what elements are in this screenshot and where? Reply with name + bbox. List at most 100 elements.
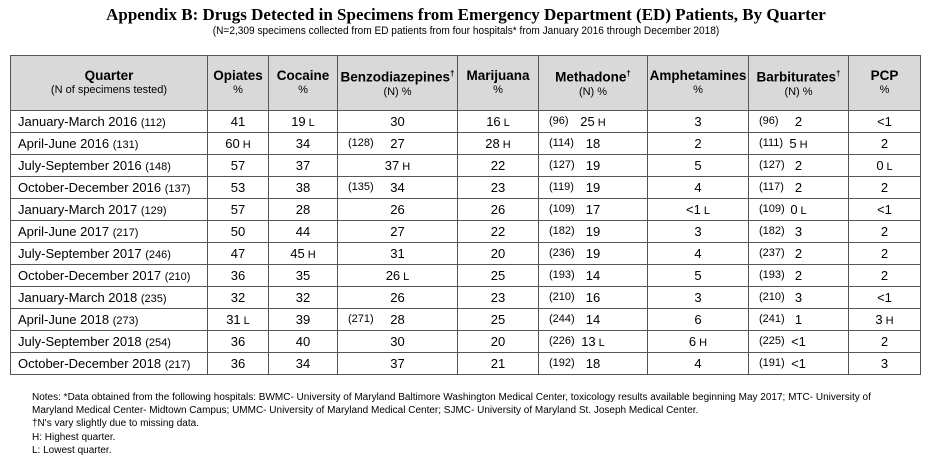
value-cell: 16 L [457, 110, 539, 133]
percent-value: 1 [794, 312, 803, 327]
specimen-count: (246) [145, 249, 171, 261]
column-header: Quarter (N of specimens tested) [10, 55, 208, 111]
column-header: Benzodiazepines† (N) % [337, 55, 458, 111]
value-cell: 22 [457, 220, 539, 243]
value-cell: 20 [457, 242, 539, 265]
percent-value: 23 [490, 180, 506, 195]
value-cell: 3 [647, 110, 749, 133]
percent-value: 18 [585, 136, 601, 151]
n-count: (241) [759, 313, 785, 325]
lowest-flag: L [308, 117, 315, 129]
quarter-label: July-September 2018 [18, 334, 142, 349]
note-hospitals: Notes: *Data obtained from the following… [32, 392, 871, 417]
quarter-label: October-December 2018 [18, 356, 162, 371]
value-cell: 22 [457, 154, 539, 177]
value-cell: 50 [207, 220, 269, 243]
percent-value: 19 [585, 224, 601, 239]
quarter-label: January-March 2017 [18, 202, 138, 217]
percent-value: 19 [585, 158, 601, 173]
value-cell: 47 [207, 242, 269, 265]
n-count: (128) [348, 137, 374, 149]
column-header-label: Marijuana [466, 68, 530, 83]
value-cell: 57 [207, 198, 269, 221]
table-row: April-June 2016 (131) 60 H 34 (128) 27 28 H (114… [10, 132, 921, 155]
percent-value: 23 [490, 290, 506, 305]
n-count: (244) [549, 313, 575, 325]
value-cell: (127) 2 [748, 154, 849, 177]
column-header: PCP% [848, 55, 921, 111]
column-header: Amphetamines% [647, 55, 749, 111]
percent-value: 25 [490, 268, 506, 283]
table-row: July-September 2017 (246) 47 45 H 31 20 (236) 1… [10, 242, 921, 265]
percent-value: 5 [694, 268, 702, 283]
value-cell: 23 [457, 286, 539, 309]
n-count: (182) [549, 225, 575, 237]
quarter-cell: July-September 2016 (148) [10, 154, 208, 177]
lowest-flag: L [243, 315, 250, 327]
table-row: October-December 2016 (137) 53 38 (135) 34 23… [10, 176, 921, 199]
column-header: Methadone† (N) % [538, 55, 648, 111]
value-cell: 19 L [268, 110, 338, 133]
n-count: (117) [759, 181, 784, 193]
table-row: October-December 2018 (217) 36 34 37 21 (192)… [10, 352, 921, 375]
percent-value: 32 [230, 290, 246, 305]
quarter-label: July-September 2017 [18, 246, 142, 261]
value-cell: 57 [207, 154, 269, 177]
drugs-table: Quarter (N of specimens tested) Opiates% Co… [10, 55, 921, 375]
lowest-flag: L [403, 271, 410, 283]
value-cell: (109) 0 L [748, 198, 849, 221]
value-cell: 27 [337, 220, 458, 243]
value-cell: 25 [457, 308, 539, 331]
percent-value: 40 [295, 334, 311, 349]
n-count: (109) [759, 203, 785, 215]
percent-value: 53 [230, 180, 246, 195]
value-cell: 2 [647, 132, 749, 155]
percent-value: 19 [585, 246, 601, 261]
percent-value: 28 [295, 202, 311, 217]
percent-value: 2 [794, 246, 803, 261]
value-cell: 26 [337, 286, 458, 309]
value-cell: 4 [647, 352, 749, 375]
value-cell: 26 L [337, 264, 458, 287]
n-count: (237) [759, 247, 785, 259]
value-cell: (237) 2 [748, 242, 849, 265]
specimen-count: (254) [145, 337, 171, 349]
quarter-label: April-June 2017 [18, 224, 110, 239]
value-cell: 6 [647, 308, 749, 331]
percent-value: 3 [875, 312, 883, 327]
quarter-cell: October-December 2018 (217) [10, 352, 208, 375]
quarter-cell: July-September 2017 (246) [10, 242, 208, 265]
value-cell: 32 [268, 286, 338, 309]
column-header: Marijuana% [457, 55, 539, 111]
highest-flag: H [699, 337, 708, 349]
n-count: (119) [549, 181, 574, 193]
value-cell: (117) 2 [748, 176, 849, 199]
value-cell: 40 [268, 330, 338, 353]
value-cell: 60 H [207, 132, 269, 155]
percent-value: 14 [585, 268, 601, 283]
value-cell: (96) 2 [748, 110, 849, 133]
quarter-label: October-December 2016 [18, 180, 162, 195]
percent-value: 28 [485, 136, 500, 151]
value-cell: (111) 5 H [748, 132, 849, 155]
n-count: (182) [759, 225, 785, 237]
value-cell: <1 [848, 110, 921, 133]
percent-value: 2 [880, 180, 889, 195]
percent-value: 34 [295, 356, 311, 371]
percent-value: <1 [877, 202, 892, 217]
column-header-unit: (N) % [578, 85, 608, 98]
specimen-count: (129) [140, 205, 167, 217]
dagger-mark: † [626, 69, 631, 79]
quarter-cell: October-December 2016 (137) [10, 176, 208, 199]
percent-value: 3 [694, 290, 702, 305]
column-header-unit: (N) % [383, 85, 412, 98]
quarter-cell: January-March 2016 (112) [10, 110, 208, 133]
quarter-cell: July-September 2018 (254) [10, 330, 208, 353]
highest-flag: H [799, 139, 808, 151]
value-cell: 53 [207, 176, 269, 199]
percent-value: 30 [390, 334, 405, 349]
quarter-label: July-September 2016 [18, 158, 142, 173]
percent-value: 20 [490, 246, 506, 261]
value-cell: (96) 25 H [538, 110, 648, 133]
highest-flag: H [885, 315, 894, 327]
